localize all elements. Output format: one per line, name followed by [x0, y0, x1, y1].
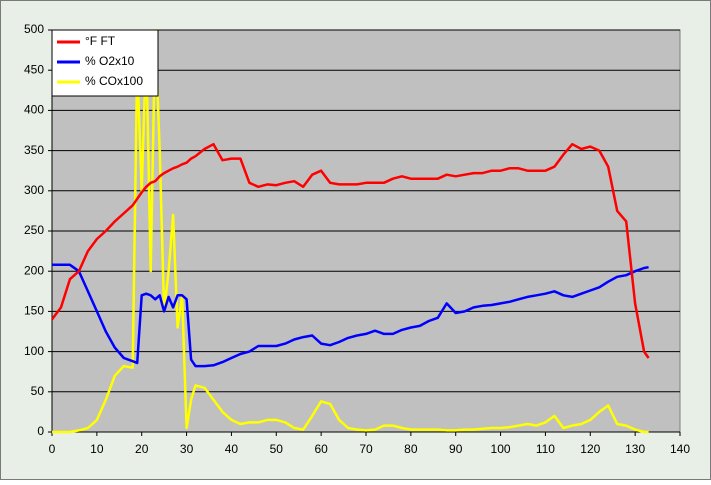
x-tick-label: 20 [135, 442, 149, 456]
x-tick-label: 60 [314, 442, 328, 456]
legend-label: % COx100 [85, 74, 143, 88]
x-tick-label: 50 [270, 442, 284, 456]
data-line [52, 28, 649, 434]
y-tick-label: 350 [24, 143, 44, 157]
x-tick-label: 110 [536, 442, 555, 456]
x-tick-label: 10 [90, 442, 104, 456]
y-tick-label: 300 [24, 183, 44, 197]
x-tick-label: 100 [491, 442, 511, 456]
legend-label: % O2x10 [85, 54, 135, 68]
x-tick-label: 0 [49, 442, 56, 456]
x-tick-label: 130 [625, 442, 645, 456]
data-line [51, 142, 650, 359]
y-tick-label: 450 [24, 62, 44, 76]
x-tick-label: 90 [449, 442, 463, 456]
x-tick-label: 40 [225, 442, 239, 456]
x-tick-label: 80 [404, 442, 418, 456]
y-tick-label: 50 [31, 384, 45, 398]
x-tick-label: 30 [180, 442, 194, 456]
x-tick-label: 120 [580, 442, 600, 456]
data-line [52, 263, 649, 368]
y-tick-label: 0 [37, 424, 44, 438]
y-tick-label: 400 [24, 103, 44, 117]
y-tick-label: 200 [24, 263, 44, 277]
y-tick-label: 500 [24, 22, 44, 36]
legend-label: °F FT [85, 34, 116, 48]
y-tick-label: 100 [24, 344, 44, 358]
x-tick-label: 70 [359, 442, 373, 456]
y-tick-label: 150 [24, 304, 44, 318]
y-tick-label: 250 [24, 223, 44, 237]
x-tick-label: 140 [670, 442, 690, 456]
